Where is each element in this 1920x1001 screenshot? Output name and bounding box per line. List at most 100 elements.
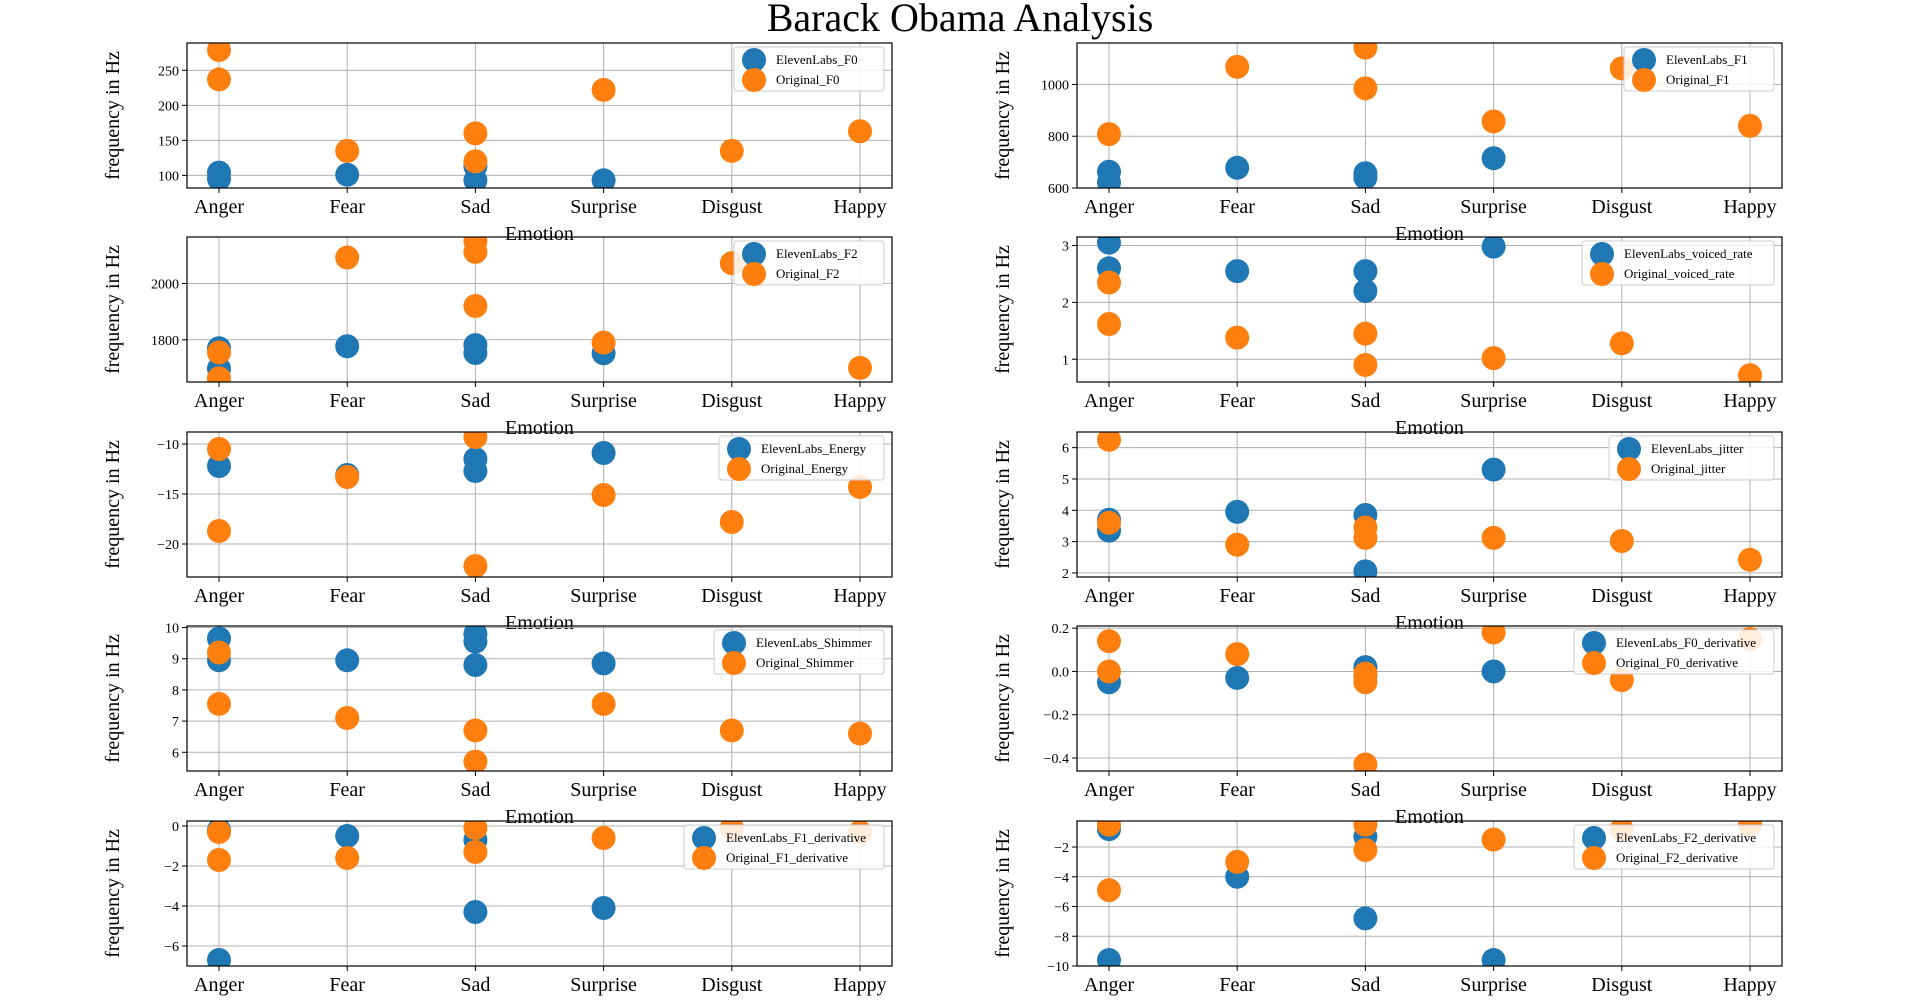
x-tick-label: Disgust	[1591, 779, 1653, 801]
axes-frame	[1076, 625, 1783, 772]
x-tick-label: Happy	[833, 974, 886, 996]
data-point	[1353, 321, 1378, 346]
y-tick-label: 4	[1062, 504, 1069, 519]
data-point	[463, 821, 488, 840]
legend: ElevenLabs_F2_derivative Original_F2_deri…	[1573, 824, 1775, 870]
legend-label: ElevenLabs_F1	[1666, 52, 1748, 67]
y-tick-label: 1	[1062, 353, 1069, 368]
y-tick-label: 3	[1062, 536, 1069, 551]
y-tick-label: −20	[157, 538, 179, 553]
data-point	[463, 239, 488, 264]
legend-box	[1573, 824, 1775, 870]
axes-frame	[1076, 820, 1783, 967]
x-tick-label: Fear	[329, 390, 365, 412]
y-tick-label: −0.4	[1044, 752, 1069, 767]
y-tick-label: 800	[1048, 130, 1069, 145]
data-point	[207, 454, 231, 478]
y-tick-label: −0.2	[1044, 709, 1069, 724]
data-point	[1481, 237, 1506, 259]
x-tick-label: Happy	[1723, 779, 1776, 801]
x-tick-label: Fear	[329, 196, 365, 218]
scatter-panel-2: Anger Fear Sad Surprise Disgust Happy 600 800 10…	[992, 42, 1783, 245]
data-point	[1097, 878, 1121, 903]
legend-marker	[692, 846, 716, 870]
data-point	[719, 510, 744, 534]
legend-marker	[1582, 826, 1606, 850]
data-point	[207, 366, 231, 382]
x-tick-label: Fear	[1219, 390, 1255, 412]
legend-marker	[727, 457, 751, 481]
y-axis-label: frequency in Hz	[992, 829, 1014, 958]
legend-box	[733, 46, 885, 92]
data-point	[848, 355, 872, 380]
data-points	[1097, 626, 1762, 771]
x-tick-label: Surprise	[570, 585, 637, 607]
data-point	[463, 293, 488, 318]
y-tick-label: 250	[158, 64, 179, 79]
data-points	[1097, 237, 1762, 382]
data-point	[1097, 312, 1121, 336]
y-tick-label: 10	[165, 622, 179, 637]
data-point	[1738, 363, 1762, 382]
axes-frame	[186, 625, 893, 772]
x-tick-label: Surprise	[1460, 390, 1527, 412]
x-tick-label: Anger	[1084, 585, 1134, 607]
data-points	[1097, 43, 1762, 188]
data-point	[1353, 165, 1378, 188]
axes-frame	[186, 42, 893, 189]
data-point	[207, 519, 231, 543]
data-point	[1353, 76, 1378, 101]
data-points	[1097, 821, 1762, 966]
data-points	[207, 43, 872, 188]
legend: ElevenLabs_F1_derivative Original_F1_deri…	[683, 824, 885, 870]
data-point	[335, 138, 360, 163]
y-tick-label: 7	[172, 715, 179, 730]
scatter-panel-6: Anger Fear Sad Surprise Disgust Happy 2 3 4 5 6 fre…	[992, 431, 1783, 634]
data-point	[1225, 54, 1250, 79]
data-point	[719, 718, 744, 743]
data-point	[1225, 665, 1250, 690]
x-tick-label: Happy	[1723, 585, 1776, 607]
y-tick-label: 9	[172, 653, 179, 668]
x-tick-label: Fear	[329, 779, 365, 801]
axes-frame	[186, 431, 893, 578]
data-point	[1353, 906, 1378, 931]
data-point	[1097, 170, 1121, 188]
data-point	[1481, 525, 1506, 550]
data-points	[207, 237, 872, 382]
data-point	[335, 705, 360, 730]
data-point	[207, 67, 231, 92]
legend-label: ElevenLabs_jitter	[1651, 441, 1744, 456]
x-tick-label: Happy	[1723, 196, 1776, 218]
legend-label: ElevenLabs_F2_derivative	[1616, 830, 1756, 845]
data-point	[1097, 270, 1121, 295]
axes-frame	[186, 820, 893, 967]
data-point	[335, 465, 360, 489]
y-axis-label: frequency in Hz	[992, 245, 1014, 374]
data-point	[1481, 659, 1506, 684]
x-tick-label: Surprise	[570, 390, 637, 412]
y-axis-label: frequency in Hz	[102, 440, 124, 569]
y-tick-label: −2	[164, 860, 179, 875]
legend-marker	[742, 262, 766, 286]
legend: ElevenLabs_F0_derivative Original_F0_deri…	[1573, 629, 1775, 675]
y-tick-label: 2000	[151, 277, 179, 292]
legend: ElevenLabs_Shimmer Original_Shimmer	[713, 629, 885, 675]
data-point	[335, 648, 360, 673]
x-tick-label: Surprise	[1460, 585, 1527, 607]
data-point	[591, 168, 616, 188]
data-point	[207, 691, 231, 716]
x-tick-label: Sad	[1350, 196, 1380, 218]
data-point	[1225, 849, 1250, 874]
legend: ElevenLabs_F2 Original_F2	[733, 240, 885, 286]
x-tick-label: Anger	[194, 585, 244, 607]
x-tick-label: Happy	[833, 779, 886, 801]
x-axis-label: Emotion	[505, 806, 574, 828]
legend-label: ElevenLabs_F0	[776, 52, 858, 67]
data-point	[591, 330, 616, 355]
legend-marker	[742, 242, 766, 266]
legend-label: Original_F2_derivative	[1616, 850, 1738, 865]
legend-box	[1623, 46, 1775, 92]
legend-label: ElevenLabs_F2	[776, 246, 858, 261]
